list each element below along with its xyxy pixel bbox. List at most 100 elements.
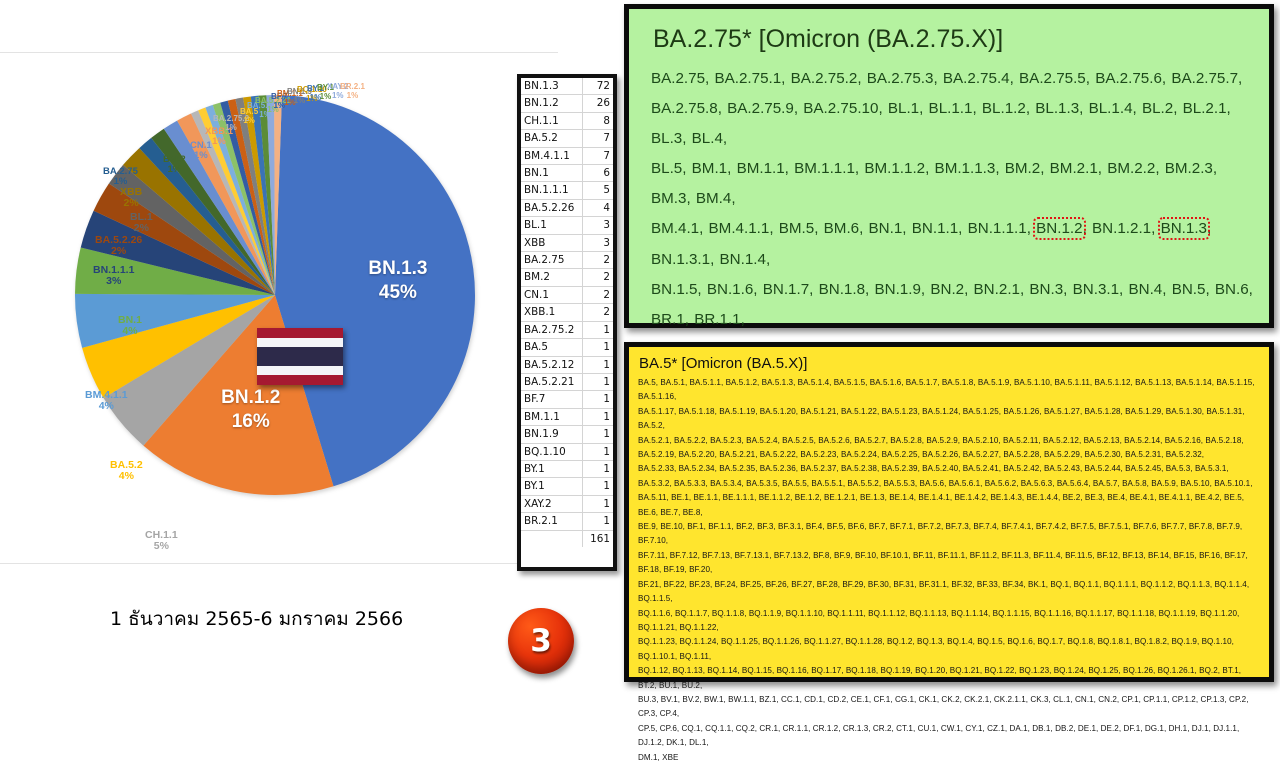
pie-chart: BN.1.3 45% BN.1.2 16% CH.1.1 5% BA.5.2 4% BM.4.1… — [0, 55, 512, 565]
pie-label-XBB.1: XBB.1 1% — [205, 126, 233, 148]
pie-slice — [93, 183, 275, 295]
lineage-count-cell: 4 — [582, 199, 613, 218]
table-row: BN.1.3 72 — [521, 78, 613, 96]
variant-box-ba5-lineages: BA.5, BA.5.1, BA.5.1.1, BA.5.1.2, BA.5.1… — [629, 376, 1269, 765]
pie-label-BA.2.75: BA.2.75 1% — [103, 166, 138, 188]
table-row: BA.2.75 2 — [521, 251, 613, 270]
lineage-count-cell: 1 — [582, 495, 613, 514]
pie-label-percent: 1% — [319, 91, 332, 101]
pie-label-name: BY.1 — [317, 83, 334, 92]
pie-label-percent: 4% — [118, 470, 134, 483]
pie-slice — [177, 113, 275, 295]
pie-label-BR.2.1: BR.2.1 1% — [340, 82, 365, 100]
pie-label-BN.1.2: BN.1.2 16% — [201, 386, 301, 434]
lineage-line: BQ.1.12, BQ.1.13, BQ.1.14, BQ.1.15, BQ.1… — [638, 666, 1242, 690]
pie-label-BM.2: BM.2 1% — [163, 154, 186, 176]
variant-box-ba275: BA.2.75* [Omicron (BA.2.75.X)] BA.2.75, … — [624, 4, 1274, 478]
pie-label-name: XAY.2 — [327, 82, 349, 91]
pie-label-XAY.2: XAY.2 1% — [327, 82, 349, 100]
highlighted-lineage: BN.1.3 — [1157, 217, 1211, 241]
pie-label-BQ.1.10: BQ.1.10 1% — [297, 85, 327, 103]
lineage-name-cell: CH.1.1 — [521, 112, 583, 131]
lineage-line: BA.2.75.8, BA.2.75.9, BA.2.75.10, BL.1, … — [651, 100, 1231, 148]
lineage-count-cell: 3 — [582, 234, 613, 253]
lineage-name-cell: BY.1 — [521, 477, 583, 496]
table-row: BA.5.2 7 — [521, 129, 613, 148]
lineage-name-cell: BN.1 — [521, 164, 583, 183]
lineage-count-cell: 161 — [590, 532, 610, 545]
table-row: BQ.1.10 1 — [521, 443, 613, 461]
pie-label-percent: 1% — [167, 164, 182, 176]
pie-label-percent: 1% — [212, 136, 226, 148]
pie-label-percent: 1% — [259, 109, 271, 119]
lineage-count-cell: 6 — [582, 164, 613, 183]
lineage-name-cell: BN.1.3 — [521, 78, 583, 96]
pie-label-percent: 2% — [111, 245, 127, 258]
pie-slice — [250, 95, 275, 295]
lineage-line: BA.5.1.17, BA.5.1.18, BA.5.1.19, BA.5.1.… — [638, 406, 1245, 431]
table-row: CN.1 2 — [521, 286, 613, 305]
variant-box-ba275-title: BA.2.75* [Omicron (BA.2.75.X)] — [653, 25, 1004, 53]
lineage-line: BU.3, BV.1, BV.2, BW.1, BW.1.1, BZ.1, CC… — [638, 694, 1249, 719]
lineage-count-cell: 26 — [582, 94, 613, 113]
pie-label-BA.5.2.21: BA.5.2.21 1% — [255, 96, 291, 114]
lineage-line: BQ.1.1.23, BQ.1.1.24, BQ.1.1.25, BQ.1.1.… — [638, 637, 1234, 661]
pie-slice — [74, 293, 275, 348]
pie-label-name: BA.2.75 — [103, 166, 138, 177]
table-row: BF.7 1 — [521, 390, 613, 409]
pie-label-percent: 3% — [106, 275, 122, 288]
lineage-name-cell: BL.1 — [521, 216, 583, 235]
pie-slice — [75, 247, 275, 295]
pie-label-name: BA.5 — [240, 107, 259, 116]
lineage-name-cell: CN.1 — [521, 286, 583, 305]
pie-label-name: BF.7 — [271, 92, 288, 101]
lineage-line: BA.5.3.2, BA.5.3.3, BA.5.3.4, BA.5.3.5, … — [638, 478, 1253, 488]
pie-slice — [103, 295, 275, 446]
pie-slice — [274, 94, 282, 296]
pie-label-XBB: XBB 2% — [120, 186, 142, 210]
pie-label-name: BL.1 — [130, 211, 153, 223]
pie-slice — [80, 210, 275, 295]
table-row: BN.1.9 1 — [521, 425, 613, 444]
pie-label-percent: 2% — [123, 197, 139, 210]
date-range-caption: 1 ธันวาคม 2565-6 มกราคม 2566 — [110, 608, 404, 630]
lineage-count-cell: 1 — [582, 390, 613, 409]
pie-label-BN.1.1.1: BN.1.1.1 3% — [93, 264, 134, 288]
lineage-line: BN.1.5, BN.1.6, BN.1.7, BN.1.8, BN.1.9, … — [651, 280, 1253, 328]
pie-slice — [191, 110, 275, 295]
pie-slices — [74, 94, 475, 495]
pie-label-BA.5.2.26: BA.5.2.26 2% — [95, 234, 142, 258]
pie-label-percent: 1% — [243, 115, 255, 125]
lineage-count-cell: 2 — [582, 303, 613, 322]
table-row: BN.1.2 26 — [521, 94, 613, 113]
pie-label-BM.4.1.1: BM.4.1.1 4% — [85, 389, 128, 413]
lineage-count-cell: 1 — [582, 408, 613, 427]
pie-label-CN.1: CN.1 1% — [190, 140, 212, 162]
pie-label-percent: 1% — [113, 176, 128, 188]
table-row: 161 — [521, 530, 613, 547]
lineage-line: BF.7.11, BF.7.12, BF.7.13, BF.7.13.1, BF… — [638, 550, 1248, 575]
pie-slice — [139, 137, 275, 295]
lineage-name-cell: BA.5 — [521, 338, 583, 357]
pie-label-name: BN.1 — [118, 314, 142, 326]
lineage-name-cell: BN.1.1.1 — [521, 181, 583, 200]
lineage-count-cell: 1 — [582, 373, 613, 392]
pie-label-percent: 16% — [231, 411, 270, 433]
pie-label-percent: 1% — [306, 93, 318, 103]
lineage-name-cell: BM.1.1 — [521, 408, 583, 427]
pie-slice — [82, 295, 276, 398]
pie-label-percent: 45% — [378, 281, 417, 303]
variant-box-ba5-title: BA.5* [Omicron (BA.5.X)] — [639, 355, 808, 372]
pie-slice — [198, 107, 275, 295]
lineage-count-cell: 7 — [582, 129, 613, 148]
pie-label-BY.1: BY.1 1% — [307, 84, 324, 102]
pie-label-percent: 2% — [133, 222, 149, 235]
table-row: BA.5 1 — [521, 338, 613, 357]
table-row: XAY.2 1 — [521, 495, 613, 514]
pie-label-BA.5.2: BA.5.2 4% — [110, 459, 143, 483]
lineage-name-cell: BF.7 — [521, 390, 583, 409]
table-row: BR.2.1 1 — [521, 512, 613, 531]
pie-slice — [123, 148, 275, 295]
pie-slice — [205, 104, 275, 295]
thailand-flag-icon — [257, 328, 343, 385]
